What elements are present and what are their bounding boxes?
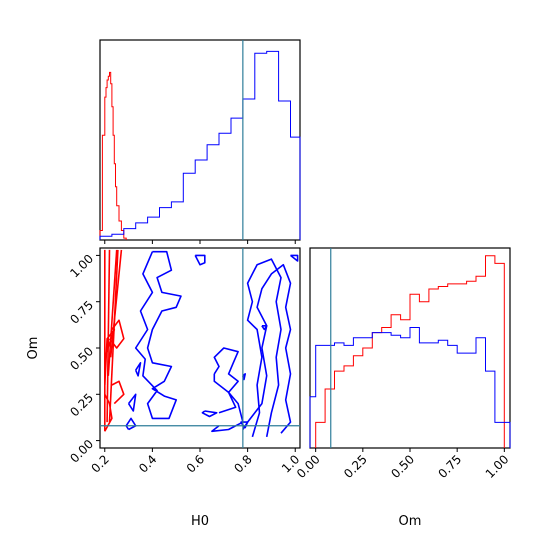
om-xtick-label-4: 1.00 [483, 452, 512, 481]
contour-series [104, 249, 299, 438]
contour-series_b-2 [134, 362, 142, 377]
h0-xtick-label-1: 0.4 [136, 452, 159, 475]
h0-xtick-label-0: 0.2 [88, 452, 111, 475]
x-axis-label-h0: H0 [191, 514, 209, 529]
panel-h0-frame [99, 39, 301, 241]
om-hist-series-series_b [309, 327, 511, 448]
panel-om-frame [309, 247, 511, 449]
om-ytick-label-4: 1.00 [67, 252, 96, 281]
contour-series_a-6 [108, 319, 125, 349]
contour-series_a-3 [108, 249, 119, 423]
contour-series_b-3 [127, 393, 137, 412]
contour-series_a-5 [104, 328, 116, 386]
h0-hist-series-series_b [99, 50, 301, 240]
panel-h0-om-contours [99, 247, 301, 449]
contour-series_b-8 [246, 258, 282, 438]
om-xtick-label-3: 0.75 [435, 452, 464, 481]
contour-series_a-8 [111, 380, 125, 405]
h0-hist-series [99, 50, 301, 240]
om-ytick-label-2: 0.50 [67, 344, 96, 373]
om-xtick-label-1: 0.25 [341, 452, 370, 481]
contour-series_b-10 [290, 254, 299, 262]
contour-series_a-7 [104, 393, 113, 432]
contour-series_b-1 [194, 254, 206, 266]
contour-series_b-0 [134, 250, 182, 420]
om-hist-series [309, 255, 511, 448]
y-axis-label-om: Om [26, 337, 41, 360]
om-ytick-label-1: 0.25 [67, 391, 96, 420]
contour-series_a-4 [109, 249, 123, 358]
h0-hist-series-series_a [99, 71, 127, 240]
contour-series_b-13 [261, 325, 268, 331]
contour-series_b-11 [239, 421, 249, 429]
contour-series_a-2 [107, 249, 118, 376]
panel-om-histogram [309, 247, 511, 449]
contour-series_b-9 [242, 263, 292, 434]
axis-ticks: 0.2 0.4 0.6 0.8 1.00.000.250.500.751.000.00 0… [67, 240, 511, 481]
panel-h0-histogram [99, 39, 301, 241]
contour-series_b-4 [125, 417, 137, 431]
x-axis-label-om: Om [399, 514, 422, 529]
h0-xtick-label-3: 0.8 [231, 452, 254, 475]
h0-xtick-label-2: 0.6 [184, 452, 207, 475]
om-ytick-label-3: 0.75 [67, 298, 96, 327]
contour-series_b-7 [211, 391, 244, 433]
contour-series_b-5 [201, 410, 218, 418]
om-hist-series-series_a [315, 255, 505, 448]
om-xtick-label-2: 0.50 [388, 452, 417, 481]
om-xtick-label-0: 0.00 [294, 452, 323, 481]
contour-series_b-6 [213, 347, 239, 394]
